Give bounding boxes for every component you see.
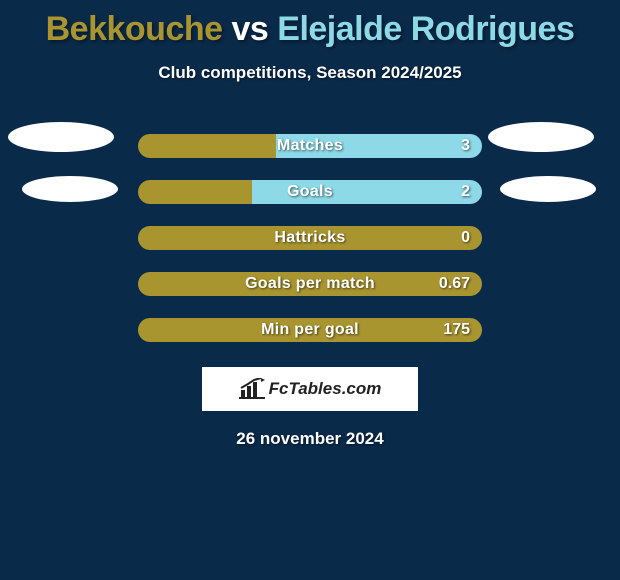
stat-value-right: 0.67 — [439, 275, 470, 293]
stat-value-right: 0 — [461, 229, 470, 247]
player1-name: Bekkouche — [46, 10, 223, 48]
subtitle: Club competitions, Season 2024/2025 — [0, 63, 620, 83]
page-title: Bekkouche vs Elejalde Rodrigues — [0, 0, 620, 49]
logo-text: FcTables.com — [269, 379, 382, 399]
stat-bar: Hattricks — [138, 226, 482, 250]
placeholder-ellipse — [488, 122, 594, 152]
date-text: 26 november 2024 — [0, 429, 620, 449]
stat-bar: Goals — [138, 180, 482, 204]
stat-bar-left — [138, 180, 252, 204]
stat-bar-left — [138, 318, 482, 342]
placeholder-ellipse — [22, 176, 118, 202]
stat-row: 0.5Goals per match0.67 — [0, 261, 620, 307]
stat-bar: Matches — [138, 134, 482, 158]
stat-bar-right — [276, 134, 482, 158]
stat-row: 0Hattricks0 — [0, 215, 620, 261]
stat-bar: Goals per match — [138, 272, 482, 296]
stat-bar-left — [138, 134, 276, 158]
stat-bar-right — [252, 180, 482, 204]
vs-text: vs — [231, 10, 268, 48]
stat-bar-left — [138, 226, 482, 250]
player2-name: Elejalde Rodrigues — [277, 10, 574, 48]
placeholder-ellipse — [8, 122, 114, 152]
stat-value-right: 3 — [461, 137, 470, 155]
stat-value-right: 2 — [461, 183, 470, 201]
placeholder-ellipse — [500, 176, 596, 202]
stats-container: 2Matches31Goals20Hattricks00.5Goals per … — [0, 123, 620, 353]
logo-box: FcTables.com — [202, 367, 418, 411]
stat-bar: Min per goal — [138, 318, 482, 342]
stat-bar-left — [138, 272, 482, 296]
stat-row: 309Min per goal175 — [0, 307, 620, 353]
stat-value-right: 175 — [443, 321, 470, 339]
chart-icon — [239, 378, 265, 400]
